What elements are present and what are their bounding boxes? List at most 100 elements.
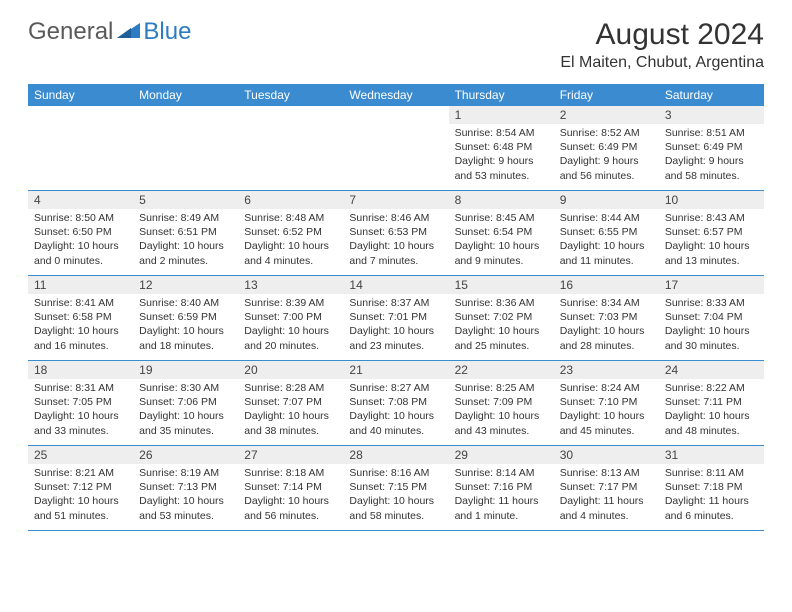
day-number: 23: [554, 361, 659, 379]
day-number: 22: [449, 361, 554, 379]
logo-text-blue: Blue: [143, 18, 191, 46]
weekday-header: Saturday: [659, 84, 764, 106]
day-details: Sunrise: 8:54 AMSunset: 6:48 PMDaylight:…: [449, 124, 554, 187]
day-number: 15: [449, 276, 554, 294]
day-details: Sunrise: 8:22 AMSunset: 7:11 PMDaylight:…: [659, 379, 764, 442]
day-number: 21: [343, 361, 448, 379]
weekday-header: Sunday: [28, 84, 133, 106]
day-cell: 19Sunrise: 8:30 AMSunset: 7:06 PMDayligh…: [133, 361, 238, 445]
week-row: 25Sunrise: 8:21 AMSunset: 7:12 PMDayligh…: [28, 446, 764, 531]
day-number: 14: [343, 276, 448, 294]
day-cell: 5Sunrise: 8:49 AMSunset: 6:51 PMDaylight…: [133, 191, 238, 275]
day-cell: 4Sunrise: 8:50 AMSunset: 6:50 PMDaylight…: [28, 191, 133, 275]
day-cell: 10Sunrise: 8:43 AMSunset: 6:57 PMDayligh…: [659, 191, 764, 275]
month-title: August 2024: [560, 18, 764, 52]
day-details: Sunrise: 8:49 AMSunset: 6:51 PMDaylight:…: [133, 209, 238, 272]
day-number: 3: [659, 106, 764, 124]
day-cell: 23Sunrise: 8:24 AMSunset: 7:10 PMDayligh…: [554, 361, 659, 445]
day-details: Sunrise: 8:44 AMSunset: 6:55 PMDaylight:…: [554, 209, 659, 272]
day-details: Sunrise: 8:21 AMSunset: 7:12 PMDaylight:…: [28, 464, 133, 527]
day-number: 12: [133, 276, 238, 294]
day-cell: 22Sunrise: 8:25 AMSunset: 7:09 PMDayligh…: [449, 361, 554, 445]
day-cell: 17Sunrise: 8:33 AMSunset: 7:04 PMDayligh…: [659, 276, 764, 360]
day-number: 16: [554, 276, 659, 294]
day-cell: 29Sunrise: 8:14 AMSunset: 7:16 PMDayligh…: [449, 446, 554, 530]
day-cell: [133, 106, 238, 190]
day-number: 24: [659, 361, 764, 379]
day-number: 7: [343, 191, 448, 209]
weekday-header: Friday: [554, 84, 659, 106]
day-number: 9: [554, 191, 659, 209]
day-cell: 21Sunrise: 8:27 AMSunset: 7:08 PMDayligh…: [343, 361, 448, 445]
day-cell: 25Sunrise: 8:21 AMSunset: 7:12 PMDayligh…: [28, 446, 133, 530]
day-details: Sunrise: 8:24 AMSunset: 7:10 PMDaylight:…: [554, 379, 659, 442]
header: General Blue August 2024 El Maiten, Chub…: [28, 18, 764, 72]
day-cell: 26Sunrise: 8:19 AMSunset: 7:13 PMDayligh…: [133, 446, 238, 530]
day-cell: 24Sunrise: 8:22 AMSunset: 7:11 PMDayligh…: [659, 361, 764, 445]
week-row: 4Sunrise: 8:50 AMSunset: 6:50 PMDaylight…: [28, 191, 764, 276]
day-details: Sunrise: 8:37 AMSunset: 7:01 PMDaylight:…: [343, 294, 448, 357]
day-cell: 16Sunrise: 8:34 AMSunset: 7:03 PMDayligh…: [554, 276, 659, 360]
day-details: Sunrise: 8:28 AMSunset: 7:07 PMDaylight:…: [238, 379, 343, 442]
day-cell: 15Sunrise: 8:36 AMSunset: 7:02 PMDayligh…: [449, 276, 554, 360]
logo-triangle-icon: [117, 21, 141, 44]
title-block: August 2024 El Maiten, Chubut, Argentina: [560, 18, 764, 72]
day-cell: 8Sunrise: 8:45 AMSunset: 6:54 PMDaylight…: [449, 191, 554, 275]
day-cell: 6Sunrise: 8:48 AMSunset: 6:52 PMDaylight…: [238, 191, 343, 275]
logo-text-general: General: [28, 18, 113, 46]
week-row: 11Sunrise: 8:41 AMSunset: 6:58 PMDayligh…: [28, 276, 764, 361]
day-details: Sunrise: 8:27 AMSunset: 7:08 PMDaylight:…: [343, 379, 448, 442]
day-number: 11: [28, 276, 133, 294]
day-details: Sunrise: 8:48 AMSunset: 6:52 PMDaylight:…: [238, 209, 343, 272]
day-details: Sunrise: 8:19 AMSunset: 7:13 PMDaylight:…: [133, 464, 238, 527]
day-number: 19: [133, 361, 238, 379]
day-details: Sunrise: 8:36 AMSunset: 7:02 PMDaylight:…: [449, 294, 554, 357]
day-cell: 3Sunrise: 8:51 AMSunset: 6:49 PMDaylight…: [659, 106, 764, 190]
day-details: Sunrise: 8:43 AMSunset: 6:57 PMDaylight:…: [659, 209, 764, 272]
day-details: Sunrise: 8:33 AMSunset: 7:04 PMDaylight:…: [659, 294, 764, 357]
day-cell: 30Sunrise: 8:13 AMSunset: 7:17 PMDayligh…: [554, 446, 659, 530]
day-details: Sunrise: 8:34 AMSunset: 7:03 PMDaylight:…: [554, 294, 659, 357]
day-cell: 1Sunrise: 8:54 AMSunset: 6:48 PMDaylight…: [449, 106, 554, 190]
day-details: Sunrise: 8:51 AMSunset: 6:49 PMDaylight:…: [659, 124, 764, 187]
day-details: Sunrise: 8:25 AMSunset: 7:09 PMDaylight:…: [449, 379, 554, 442]
day-details: Sunrise: 8:50 AMSunset: 6:50 PMDaylight:…: [28, 209, 133, 272]
day-details: Sunrise: 8:46 AMSunset: 6:53 PMDaylight:…: [343, 209, 448, 272]
day-cell: 2Sunrise: 8:52 AMSunset: 6:49 PMDaylight…: [554, 106, 659, 190]
week-row: 18Sunrise: 8:31 AMSunset: 7:05 PMDayligh…: [28, 361, 764, 446]
day-cell: 28Sunrise: 8:16 AMSunset: 7:15 PMDayligh…: [343, 446, 448, 530]
day-details: Sunrise: 8:52 AMSunset: 6:49 PMDaylight:…: [554, 124, 659, 187]
day-number: 2: [554, 106, 659, 124]
day-number: 28: [343, 446, 448, 464]
day-details: Sunrise: 8:39 AMSunset: 7:00 PMDaylight:…: [238, 294, 343, 357]
day-number: 1: [449, 106, 554, 124]
day-details: Sunrise: 8:11 AMSunset: 7:18 PMDaylight:…: [659, 464, 764, 527]
day-cell: 18Sunrise: 8:31 AMSunset: 7:05 PMDayligh…: [28, 361, 133, 445]
day-cell: [28, 106, 133, 190]
weekday-header: Monday: [133, 84, 238, 106]
day-cell: 14Sunrise: 8:37 AMSunset: 7:01 PMDayligh…: [343, 276, 448, 360]
day-number: 29: [449, 446, 554, 464]
day-number: 20: [238, 361, 343, 379]
weekday-header: Thursday: [449, 84, 554, 106]
day-number: 18: [28, 361, 133, 379]
day-number: 25: [28, 446, 133, 464]
week-row: 1Sunrise: 8:54 AMSunset: 6:48 PMDaylight…: [28, 106, 764, 191]
day-details: Sunrise: 8:31 AMSunset: 7:05 PMDaylight:…: [28, 379, 133, 442]
logo: General Blue: [28, 18, 191, 46]
calendar: SundayMondayTuesdayWednesdayThursdayFrid…: [28, 84, 764, 531]
weekday-header: Tuesday: [238, 84, 343, 106]
day-details: Sunrise: 8:30 AMSunset: 7:06 PMDaylight:…: [133, 379, 238, 442]
day-cell: 20Sunrise: 8:28 AMSunset: 7:07 PMDayligh…: [238, 361, 343, 445]
day-details: Sunrise: 8:14 AMSunset: 7:16 PMDaylight:…: [449, 464, 554, 527]
day-cell: 9Sunrise: 8:44 AMSunset: 6:55 PMDaylight…: [554, 191, 659, 275]
day-cell: 13Sunrise: 8:39 AMSunset: 7:00 PMDayligh…: [238, 276, 343, 360]
day-number: 6: [238, 191, 343, 209]
day-details: Sunrise: 8:13 AMSunset: 7:17 PMDaylight:…: [554, 464, 659, 527]
day-number: 31: [659, 446, 764, 464]
day-cell: 31Sunrise: 8:11 AMSunset: 7:18 PMDayligh…: [659, 446, 764, 530]
day-cell: [238, 106, 343, 190]
weekday-header-row: SundayMondayTuesdayWednesdayThursdayFrid…: [28, 84, 764, 106]
day-cell: 11Sunrise: 8:41 AMSunset: 6:58 PMDayligh…: [28, 276, 133, 360]
day-details: Sunrise: 8:41 AMSunset: 6:58 PMDaylight:…: [28, 294, 133, 357]
